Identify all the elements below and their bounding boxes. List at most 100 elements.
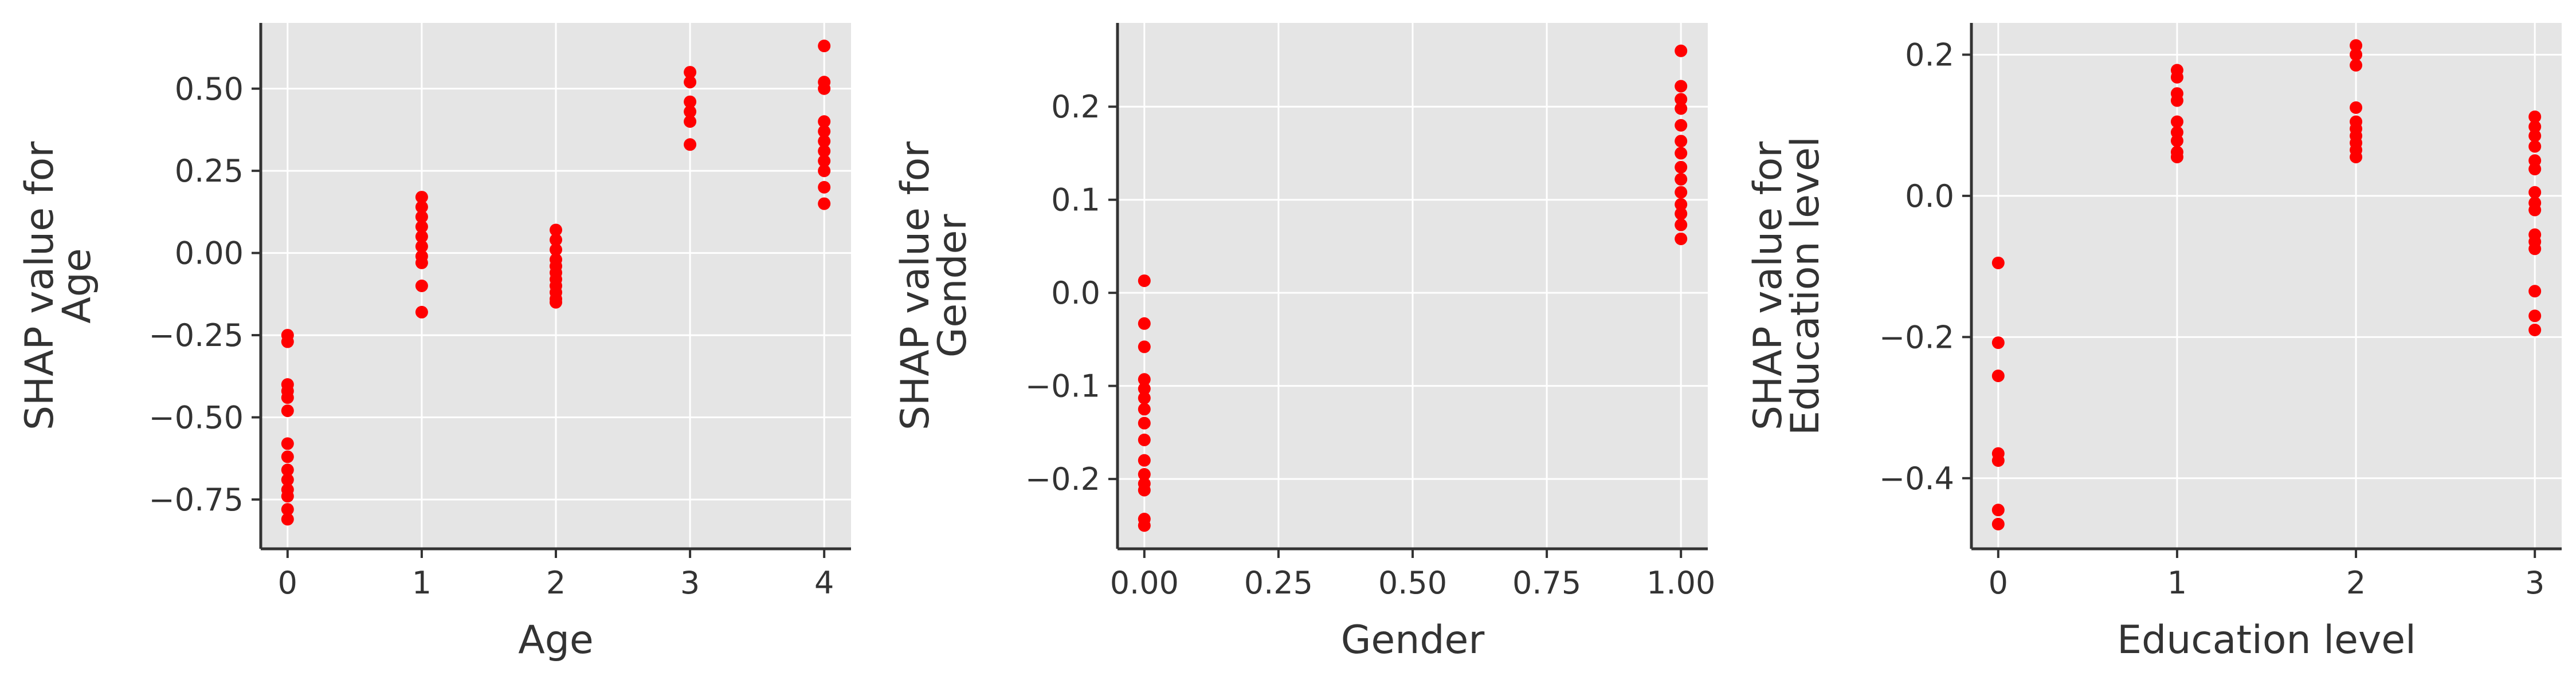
x-tick-label-1: 1 — [412, 565, 432, 601]
data-point-25 — [550, 233, 562, 246]
y-tick-label-1: −0.1 — [1025, 368, 1100, 404]
data-point-41 — [818, 40, 831, 53]
data-point-39 — [684, 115, 697, 128]
x-tick-label-2: 2 — [546, 565, 566, 601]
data-point-8 — [2170, 70, 2183, 84]
data-point-28 — [1675, 232, 1688, 245]
x-tick-label-1: 1 — [2167, 565, 2187, 601]
x-tick-label-0: 0.00 — [1110, 565, 1179, 601]
data-point-16 — [2350, 39, 2363, 52]
y-tick-label-2: 0.0 — [1051, 275, 1100, 311]
data-point-12 — [1138, 483, 1151, 497]
y-axis-label-line-1: SHAP value for — [893, 141, 938, 430]
data-point-12 — [281, 503, 294, 516]
y-tick-label-0: −0.4 — [1879, 461, 1954, 497]
data-point-26 — [1675, 207, 1688, 221]
data-point-6 — [1991, 517, 2005, 530]
y-tick-label-1: −0.2 — [1879, 319, 1954, 355]
data-point-9 — [1138, 454, 1151, 467]
data-point-22 — [1675, 160, 1688, 174]
y-axis-label-line-2: Education level — [1783, 136, 1828, 435]
y-tick-label-0: −0.75 — [149, 482, 244, 518]
data-point-31 — [2528, 163, 2542, 176]
data-point-7 — [1138, 416, 1151, 430]
data-point-19 — [1675, 119, 1688, 132]
data-point-16 — [1675, 80, 1688, 93]
data-point-40 — [684, 138, 697, 151]
data-point-2 — [1991, 369, 2005, 383]
data-point-36 — [684, 76, 697, 89]
y-tick-label-3: 0.1 — [1051, 182, 1100, 218]
y-tick-label-5: 0.50 — [175, 71, 244, 107]
data-point-15 — [2170, 151, 2183, 164]
x-tick-label-0: 0 — [1989, 565, 2008, 601]
data-point-16 — [415, 210, 428, 223]
data-point-45 — [818, 125, 831, 138]
data-point-23 — [1675, 172, 1688, 186]
data-point-40 — [2528, 324, 2542, 337]
data-point-2 — [1138, 340, 1151, 353]
y-tick-label-4: 0.2 — [1051, 89, 1100, 125]
data-point-0 — [1138, 274, 1151, 288]
plot-background — [1971, 23, 2562, 549]
data-point-4 — [1991, 454, 2005, 467]
x-axis-label: Age — [518, 618, 594, 663]
data-point-49 — [818, 164, 831, 178]
data-point-29 — [2528, 140, 2542, 153]
y-tick-label-4: 0.25 — [175, 153, 244, 189]
data-point-34 — [2528, 203, 2542, 217]
data-point-9 — [281, 473, 294, 486]
data-point-26 — [550, 243, 562, 256]
data-point-48 — [818, 154, 831, 167]
x-axis-label: Gender — [1341, 618, 1485, 663]
data-point-10 — [1138, 468, 1151, 481]
data-point-27 — [2528, 120, 2542, 133]
y-tick-label-1: −0.50 — [149, 400, 244, 436]
data-point-17 — [2350, 48, 2363, 61]
data-point-10 — [2170, 94, 2183, 107]
data-point-6 — [1138, 403, 1151, 416]
data-point-8 — [1138, 433, 1151, 446]
data-point-37 — [684, 95, 697, 108]
data-point-15 — [415, 201, 428, 214]
data-point-21 — [1675, 147, 1688, 160]
data-point-24 — [550, 223, 562, 237]
x-tick-label-2: 2 — [2346, 565, 2366, 601]
data-point-11 — [2170, 115, 2183, 128]
data-point-17 — [415, 220, 428, 233]
y-tick-label-2: 0.0 — [1905, 178, 1954, 214]
data-point-20 — [1675, 135, 1688, 148]
data-point-43 — [818, 82, 831, 95]
data-point-1 — [281, 335, 294, 348]
chart-panel-1: 0 1 2 3 4−0.75−0.50−0.250.000.250.50AgeSHAP … — [17, 23, 851, 663]
data-point-46 — [818, 135, 831, 148]
y-tick-label-0: −0.2 — [1025, 461, 1100, 497]
x-tick-label-1: 0.25 — [1244, 565, 1313, 601]
data-point-27 — [1675, 218, 1688, 231]
data-point-28 — [2528, 129, 2542, 143]
data-point-6 — [281, 437, 294, 450]
data-point-38 — [2528, 285, 2542, 298]
data-point-38 — [684, 105, 697, 118]
data-point-50 — [818, 180, 831, 194]
data-point-25 — [1675, 198, 1688, 211]
data-point-22 — [415, 280, 428, 292]
data-point-34 — [550, 296, 562, 309]
y-tick-label-3: 0.2 — [1905, 37, 1954, 73]
x-tick-label-2: 0.50 — [1378, 565, 1447, 601]
data-point-14 — [1138, 519, 1151, 532]
x-tick-label-4: 4 — [814, 565, 834, 601]
data-point-8 — [281, 463, 294, 477]
data-point-13 — [2170, 134, 2183, 147]
data-point-17 — [1675, 93, 1688, 106]
y-tick-label-2: −0.25 — [149, 317, 244, 353]
data-point-19 — [415, 240, 428, 253]
x-tick-label-0: 0 — [278, 565, 297, 601]
y-axis-label-line-2: Age — [54, 248, 100, 324]
data-point-37 — [2528, 242, 2542, 255]
x-axis-label: Education level — [2117, 618, 2416, 663]
data-point-3 — [1138, 373, 1151, 386]
data-point-24 — [1675, 186, 1688, 199]
x-tick-label-3: 3 — [2525, 565, 2544, 601]
